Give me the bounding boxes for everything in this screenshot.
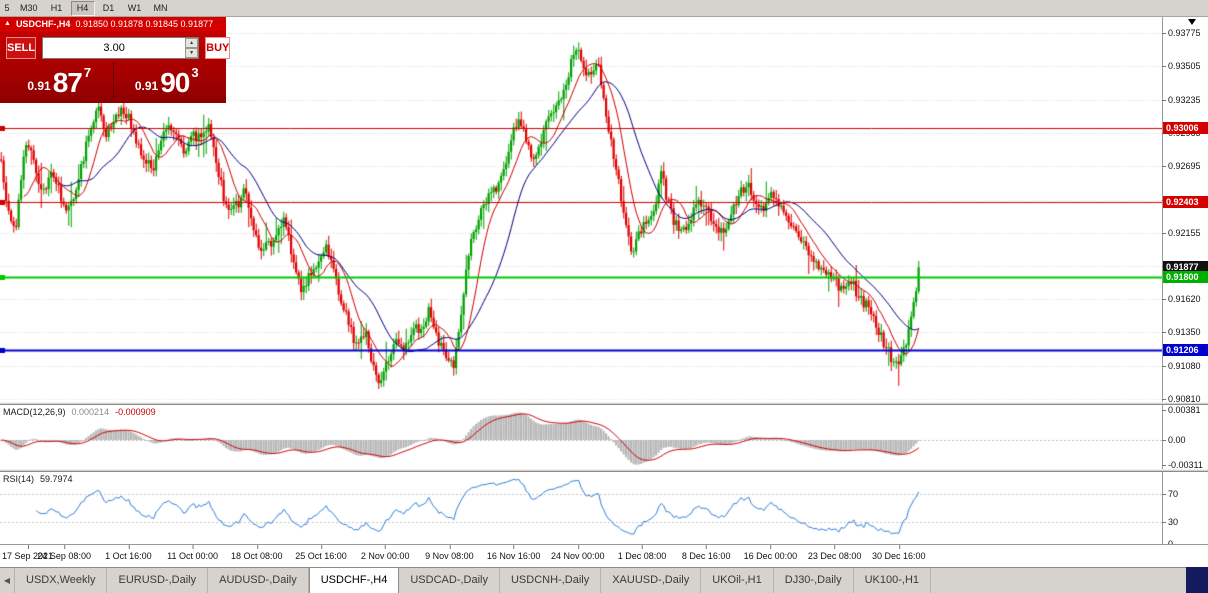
volume-box: ▲ ▼ (42, 37, 200, 59)
price-tick-label: 0.91080 (1162, 360, 1201, 371)
time-axis-label: 11 Oct 00:00 (167, 545, 219, 561)
price-tick-label: 0.91620 (1162, 294, 1201, 305)
chart-tab-bar: ◀ USDX,Weekly EURUSD-,Daily AUDUSD-,Daily U… (0, 567, 1208, 593)
rsi-axis-label: 30 (1161, 517, 1179, 528)
buy-button[interactable]: BUY (205, 37, 231, 59)
time-axis-label: 18 Oct 08:00 (231, 545, 283, 561)
sell-price-display[interactable]: 0.91 87 7 (6, 62, 114, 98)
quote-title-bar: ▲ USDCHF-,H4 0.91850 0.91878 0.91845 0.9… (0, 17, 226, 31)
rsi-label: RSI(14) (3, 474, 35, 484)
time-axis-label: 8 Dec 16:00 (681, 545, 731, 561)
buy-price-prefix: 0.91 (134, 79, 159, 93)
time-axis-label: 16 Nov 16:00 (486, 545, 541, 561)
price-axis[interactable]: 0.937750.935050.932350.929650.926950.924… (1161, 17, 1208, 549)
buy-price-display[interactable]: 0.91 90 3 (114, 62, 221, 98)
rsi-axis-label: 70 (1161, 488, 1179, 499)
resistance-line-badge-2: 0.92403 (1163, 196, 1208, 209)
macd-main-value: 0.000214 (71, 407, 110, 417)
volume-input[interactable] (43, 38, 186, 58)
timeframe-button-group: 5 M30 H1 H4 D1 W1 MN (0, 0, 175, 16)
time-axis-label: 30 Dec 16:00 (872, 545, 926, 561)
price-tick-label: 0.92155 (1162, 228, 1201, 238)
collapse-quote-panel-icon[interactable]: ▲ (4, 20, 11, 27)
timeframe-button-m30[interactable]: M30 (20, 2, 38, 13)
time-axis-label: 16 Dec 00:00 (743, 545, 798, 561)
macd-indicator-canvas[interactable] (0, 405, 1162, 469)
price-tick-label: 0.91350 (1162, 327, 1201, 338)
time-axis-label: 25 Oct 16:00 (295, 545, 347, 561)
symbol-timeframe-label: USDCHF-,H4 (15, 19, 71, 29)
tab-xauusd-daily[interactable]: XAUUSD-,Daily (601, 568, 702, 593)
tab-uk100-h1[interactable]: UK100-,H1 (854, 568, 932, 593)
volume-up-icon[interactable]: ▲ (185, 38, 199, 48)
corner-block (1186, 567, 1208, 593)
rsi-value: 59.7974 (40, 474, 73, 484)
ohlc-values: 0.91850 0.91878 0.91845 0.91877 (75, 19, 214, 29)
tab-audusd-daily[interactable]: AUDUSD-,Daily (208, 568, 309, 593)
time-axis-label: 17 Sep 2021 (2, 545, 54, 561)
price-tick-label: 0.90810 (1162, 394, 1201, 405)
tab-scroll-left-icon[interactable]: ◀ (0, 568, 15, 593)
support-line-badge-blue: 0.91206 (1163, 344, 1208, 357)
time-axis-label: 1 Oct 16:00 (105, 545, 152, 561)
time-axis-label: 2 Nov 00:00 (360, 545, 410, 561)
support-line-badge-green: 0.91800 (1163, 270, 1208, 283)
volume-spinner: ▲ ▼ (185, 38, 199, 58)
time-axis-label: 23 Dec 08:00 (807, 545, 862, 561)
time-axis-label: 24 Nov 00:00 (551, 545, 605, 561)
sell-price-pip: 7 (83, 65, 92, 80)
timeframe-button-w1[interactable]: W1 (127, 2, 142, 13)
timeframe-button-5[interactable]: 5 (4, 2, 10, 13)
price-tick-label: 0.92695 (1162, 161, 1201, 172)
one-click-trade-panel: SELL ▲ ▼ BUY 0.91 87 7 0.91 90 3 (0, 31, 231, 103)
sell-price-prefix: 0.91 (27, 79, 51, 93)
macd-signal-value: -0.000909 (115, 407, 156, 417)
price-tick-label: 0.93235 (1162, 94, 1201, 105)
buy-price-pip: 3 (191, 65, 199, 80)
macd-axis-label: -0.00311 (1162, 459, 1203, 470)
macd-label: MACD(12,26,9) (3, 407, 66, 417)
panel-splitter-rsi[interactable] (0, 469, 1208, 472)
time-axis[interactable]: 17 Sep 2021 24 Sep 08:00 1 Oct 16:00 11 Oct… (0, 544, 1208, 567)
timeframe-button-mn[interactable]: MN (153, 2, 168, 13)
timeframe-button-h1[interactable]: H1 (50, 2, 63, 13)
time-axis-label: 9 Nov 08:00 (425, 545, 474, 561)
sell-button[interactable]: SELL (6, 37, 37, 59)
tab-usdchf-h4[interactable]: USDCHF-,H4 (308, 568, 400, 593)
timeframe-button-d1[interactable]: D1 (102, 2, 115, 13)
sell-price-big: 87 (52, 67, 83, 98)
tab-usdcad-daily[interactable]: USDCAD-,Daily (399, 568, 500, 593)
panel-splitter-macd[interactable] (0, 402, 1208, 405)
timeframe-toolbar: 5 M30 H1 H4 D1 W1 MN (0, 0, 1208, 17)
rsi-indicator-canvas[interactable] (0, 472, 1162, 544)
time-axis-label: 24 Sep 08:00 (37, 545, 91, 561)
tab-eurusd-daily[interactable]: EURUSD-,Daily (107, 568, 209, 593)
timeframe-button-h4[interactable]: H4 (70, 0, 95, 16)
resistance-line-badge-1: 0.93006 (1163, 121, 1208, 134)
price-tick-label: 0.93775 (1162, 28, 1201, 38)
tab-ukoil-h1[interactable]: UKOil-,H1 (701, 568, 774, 593)
current-price-badge: 0.91877 (1163, 261, 1208, 274)
chart-shift-marker[interactable] (1188, 19, 1196, 25)
tab-usdx-weekly[interactable]: USDX,Weekly (15, 568, 108, 593)
tab-dj30-daily[interactable]: DJ30-,Daily (774, 568, 854, 593)
macd-indicator-title: MACD(12,26,9) 0.000214 -0.000909 (3, 407, 156, 417)
macd-axis-label: 0.00 (1162, 435, 1186, 445)
volume-down-icon[interactable]: ▼ (185, 48, 199, 58)
price-tick-label: 0.93505 (1162, 61, 1201, 72)
macd-axis-label: 0.00381 (1162, 404, 1201, 415)
tab-usdcnh-daily[interactable]: USDCNH-,Daily (500, 568, 602, 593)
rsi-indicator-title: RSI(14) 59.7974 (3, 474, 73, 484)
buy-price-big: 90 (160, 67, 190, 98)
time-axis-label: 1 Dec 08:00 (617, 545, 667, 561)
